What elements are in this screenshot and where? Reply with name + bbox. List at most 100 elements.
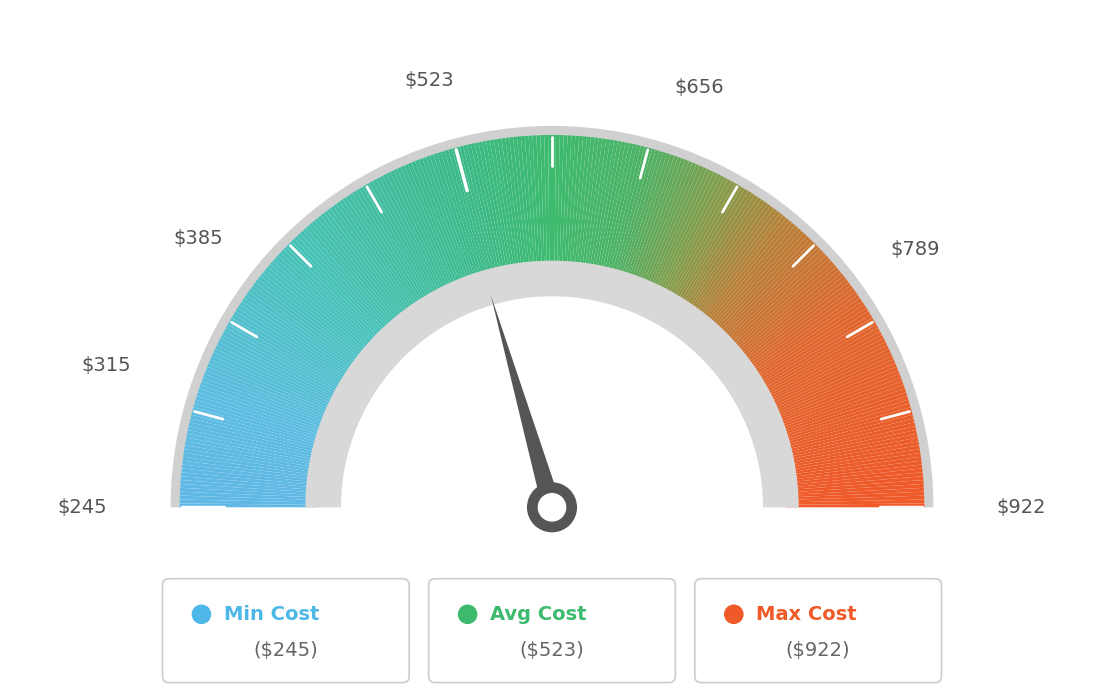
Wedge shape xyxy=(683,199,765,315)
Wedge shape xyxy=(455,146,493,282)
Wedge shape xyxy=(740,285,854,370)
Wedge shape xyxy=(739,282,851,368)
Wedge shape xyxy=(375,177,444,302)
Wedge shape xyxy=(411,160,466,291)
Wedge shape xyxy=(180,469,319,485)
Wedge shape xyxy=(688,203,772,318)
Wedge shape xyxy=(415,159,468,290)
Wedge shape xyxy=(596,141,626,278)
Wedge shape xyxy=(327,208,413,321)
Wedge shape xyxy=(785,476,924,490)
Wedge shape xyxy=(199,384,331,433)
Wedge shape xyxy=(704,225,799,332)
Wedge shape xyxy=(778,415,914,451)
Wedge shape xyxy=(638,160,693,291)
Wedge shape xyxy=(344,299,760,507)
Wedge shape xyxy=(482,140,511,278)
Text: $385: $385 xyxy=(173,229,223,248)
Wedge shape xyxy=(203,370,335,424)
Wedge shape xyxy=(475,141,506,279)
Wedge shape xyxy=(719,246,821,346)
Wedge shape xyxy=(437,151,482,285)
Wedge shape xyxy=(200,381,332,431)
Wedge shape xyxy=(290,238,390,340)
Wedge shape xyxy=(213,348,340,410)
Wedge shape xyxy=(467,143,501,279)
Wedge shape xyxy=(192,403,328,444)
Wedge shape xyxy=(582,137,603,276)
Wedge shape xyxy=(182,453,321,475)
Wedge shape xyxy=(302,227,397,334)
Wedge shape xyxy=(776,403,912,444)
Wedge shape xyxy=(433,152,480,286)
Wedge shape xyxy=(182,457,320,478)
Wedge shape xyxy=(478,141,508,278)
Wedge shape xyxy=(372,178,442,302)
Wedge shape xyxy=(570,135,583,275)
Wedge shape xyxy=(746,301,866,380)
Wedge shape xyxy=(188,422,325,456)
Wedge shape xyxy=(211,352,340,412)
Wedge shape xyxy=(245,291,361,374)
Wedge shape xyxy=(346,194,425,313)
Wedge shape xyxy=(418,157,470,289)
Wedge shape xyxy=(288,241,389,342)
Wedge shape xyxy=(197,388,330,435)
Wedge shape xyxy=(556,134,564,274)
Polygon shape xyxy=(543,504,561,526)
Wedge shape xyxy=(771,377,903,428)
Wedge shape xyxy=(182,449,321,473)
Wedge shape xyxy=(772,381,904,431)
Wedge shape xyxy=(781,426,917,459)
Wedge shape xyxy=(721,249,824,347)
Wedge shape xyxy=(305,225,400,332)
Wedge shape xyxy=(404,163,461,293)
Wedge shape xyxy=(253,282,365,368)
Wedge shape xyxy=(189,418,325,454)
Text: $922: $922 xyxy=(997,497,1047,517)
Wedge shape xyxy=(631,156,682,288)
Wedge shape xyxy=(649,168,711,296)
Wedge shape xyxy=(237,304,355,382)
Wedge shape xyxy=(226,321,350,393)
Wedge shape xyxy=(277,252,382,349)
Wedge shape xyxy=(783,445,921,471)
Wedge shape xyxy=(574,136,591,275)
Polygon shape xyxy=(49,507,1055,686)
Text: ($922): ($922) xyxy=(786,641,850,660)
Wedge shape xyxy=(593,140,622,278)
Wedge shape xyxy=(422,156,473,288)
Wedge shape xyxy=(676,190,752,310)
Wedge shape xyxy=(181,464,320,483)
Wedge shape xyxy=(760,335,884,401)
Wedge shape xyxy=(216,342,342,406)
Wedge shape xyxy=(506,137,526,275)
Wedge shape xyxy=(233,310,353,386)
Wedge shape xyxy=(179,504,318,507)
Wedge shape xyxy=(777,411,914,449)
Wedge shape xyxy=(179,488,319,497)
Wedge shape xyxy=(731,266,840,358)
Wedge shape xyxy=(448,148,489,283)
Wedge shape xyxy=(758,331,883,399)
Wedge shape xyxy=(386,171,450,298)
Wedge shape xyxy=(562,135,572,274)
Wedge shape xyxy=(654,171,718,298)
Wedge shape xyxy=(205,366,336,422)
Wedge shape xyxy=(524,135,538,274)
Wedge shape xyxy=(220,335,344,401)
Wedge shape xyxy=(584,137,606,276)
Wedge shape xyxy=(540,134,548,274)
Wedge shape xyxy=(564,135,575,274)
Wedge shape xyxy=(777,407,913,447)
Wedge shape xyxy=(532,135,542,274)
Wedge shape xyxy=(259,273,370,362)
Wedge shape xyxy=(741,288,857,372)
Wedge shape xyxy=(396,166,457,295)
Wedge shape xyxy=(762,342,888,406)
Wedge shape xyxy=(774,392,909,437)
Wedge shape xyxy=(662,178,732,302)
Wedge shape xyxy=(651,170,714,297)
Text: ($245): ($245) xyxy=(254,641,318,660)
Wedge shape xyxy=(736,279,849,366)
